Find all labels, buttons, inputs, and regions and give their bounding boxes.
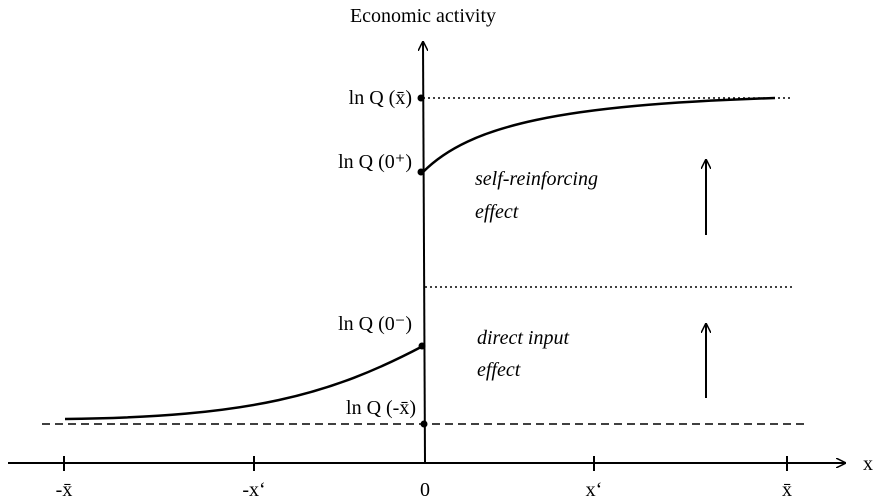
x-tick-label: -x̄ — [56, 479, 73, 501]
y-axis — [423, 42, 425, 464]
point — [417, 94, 425, 102]
title: Economic activity — [350, 5, 496, 27]
annotation: direct input — [477, 327, 569, 349]
tick-marks — [63, 456, 788, 471]
point — [417, 168, 425, 176]
point-label: ln Q (-x̄) — [346, 397, 416, 419]
point-label: ln Q (x̄) — [349, 87, 412, 109]
lower-curve — [64, 344, 424, 421]
x-tick-label: 0 — [420, 479, 430, 501]
upper-curve — [422, 96, 776, 173]
point-label: ln Q (0⁻) — [338, 313, 412, 335]
x-tick-label: -x‘ — [242, 479, 265, 501]
point-label: ln Q (0⁺) — [338, 151, 412, 173]
annotation: effect — [475, 201, 519, 223]
annotation: effect — [477, 359, 521, 381]
x-tick-label: x‘ — [586, 479, 603, 501]
x-tick-label: x̄ — [782, 479, 792, 501]
point — [418, 342, 426, 350]
x-axis-label: x — [863, 453, 873, 475]
point — [420, 420, 428, 428]
annotation: self-reinforcing — [475, 168, 598, 190]
